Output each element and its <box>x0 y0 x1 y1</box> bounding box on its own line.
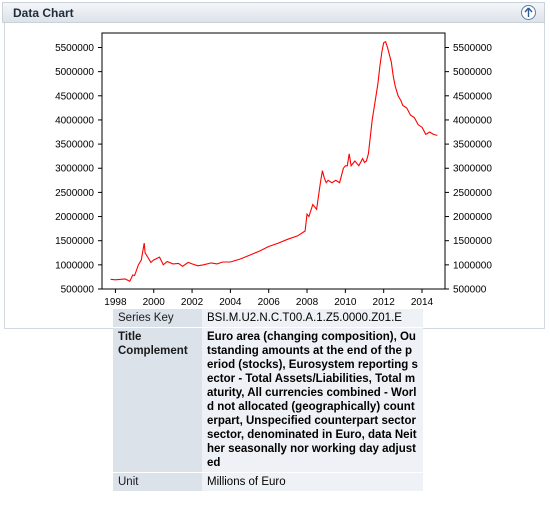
y-tick-label-right: 4000000 <box>453 115 492 126</box>
y-tick-label-left: 3500000 <box>55 140 94 151</box>
y-tick-label-right: 5500000 <box>453 43 492 54</box>
x-tick-label: 2006 <box>258 297 281 308</box>
y-tick-label-left: 2500000 <box>55 188 94 199</box>
x-tick-label: 2010 <box>334 297 357 308</box>
y-tick-label-left: 5000000 <box>55 67 94 78</box>
y-tick-label-right: 1000000 <box>453 260 492 271</box>
y-tick-label-right: 5000000 <box>453 67 492 78</box>
y-tick-label-left: 5500000 <box>55 43 94 54</box>
series-line <box>110 40 438 283</box>
x-tick-label: 2004 <box>219 297 242 308</box>
y-tick-label-right: 500000 <box>453 285 487 296</box>
info-row: Series Key BSI.M.U2.N.C.T00.A.1.Z5.0000.Z… <box>113 309 423 328</box>
y-tick-label-right: 4500000 <box>453 91 492 102</box>
info-value: BSI.M.U2.N.C.T00.A.1.Z5.0000.Z01.E <box>202 309 423 328</box>
panel-title: Data Chart <box>13 6 74 20</box>
info-row: Title Complement Euro area (changing comp… <box>113 327 423 473</box>
x-tick-label: 2014 <box>411 297 434 308</box>
x-tick-label: 2002 <box>181 297 204 308</box>
y-tick-label-right: 3500000 <box>453 140 492 151</box>
y-tick-label-right: 2500000 <box>453 188 492 199</box>
y-tick-label-left: 3000000 <box>55 164 94 175</box>
x-tick-label: 2000 <box>143 297 166 308</box>
line-chart: 500000 1000000 1500000 2000000 2500000 300000… <box>55 32 492 308</box>
info-key: Title Complement <box>113 327 202 473</box>
info-key: Series Key <box>113 309 202 328</box>
y-tick-label-left: 1000000 <box>55 260 94 271</box>
x-tick-label: 1998 <box>104 297 127 308</box>
x-tick-label: 2012 <box>373 297 396 308</box>
series-info-table: Series Key BSI.M.U2.N.C.T00.A.1.Z5.0000.Z… <box>113 309 423 491</box>
y-tick-label-left: 4000000 <box>55 115 94 126</box>
chart-container: 500000 1000000 1500000 2000000 2500000 300000… <box>4 23 545 329</box>
info-key: Unit <box>113 472 202 491</box>
panel-header: Data Chart <box>2 2 545 23</box>
y-tick-label-right: 3000000 <box>453 164 492 175</box>
y-tick-label-right: 2000000 <box>453 212 492 223</box>
plot-frame <box>101 32 446 290</box>
arrow-up-circle-icon[interactable] <box>521 5 536 20</box>
y-tick-label-left: 1500000 <box>55 236 94 247</box>
info-value: Euro area (changing composition), Outsta… <box>202 327 423 473</box>
info-row: Unit Millions of Euro <box>113 472 423 491</box>
info-value: Millions of Euro <box>202 472 423 491</box>
y-tick-label-left: 2000000 <box>55 212 94 223</box>
x-tick-label: 2008 <box>296 297 319 308</box>
y-tick-label-left: 4500000 <box>55 91 94 102</box>
y-tick-label-right: 1500000 <box>453 236 492 247</box>
y-tick-label-left: 500000 <box>61 285 95 296</box>
